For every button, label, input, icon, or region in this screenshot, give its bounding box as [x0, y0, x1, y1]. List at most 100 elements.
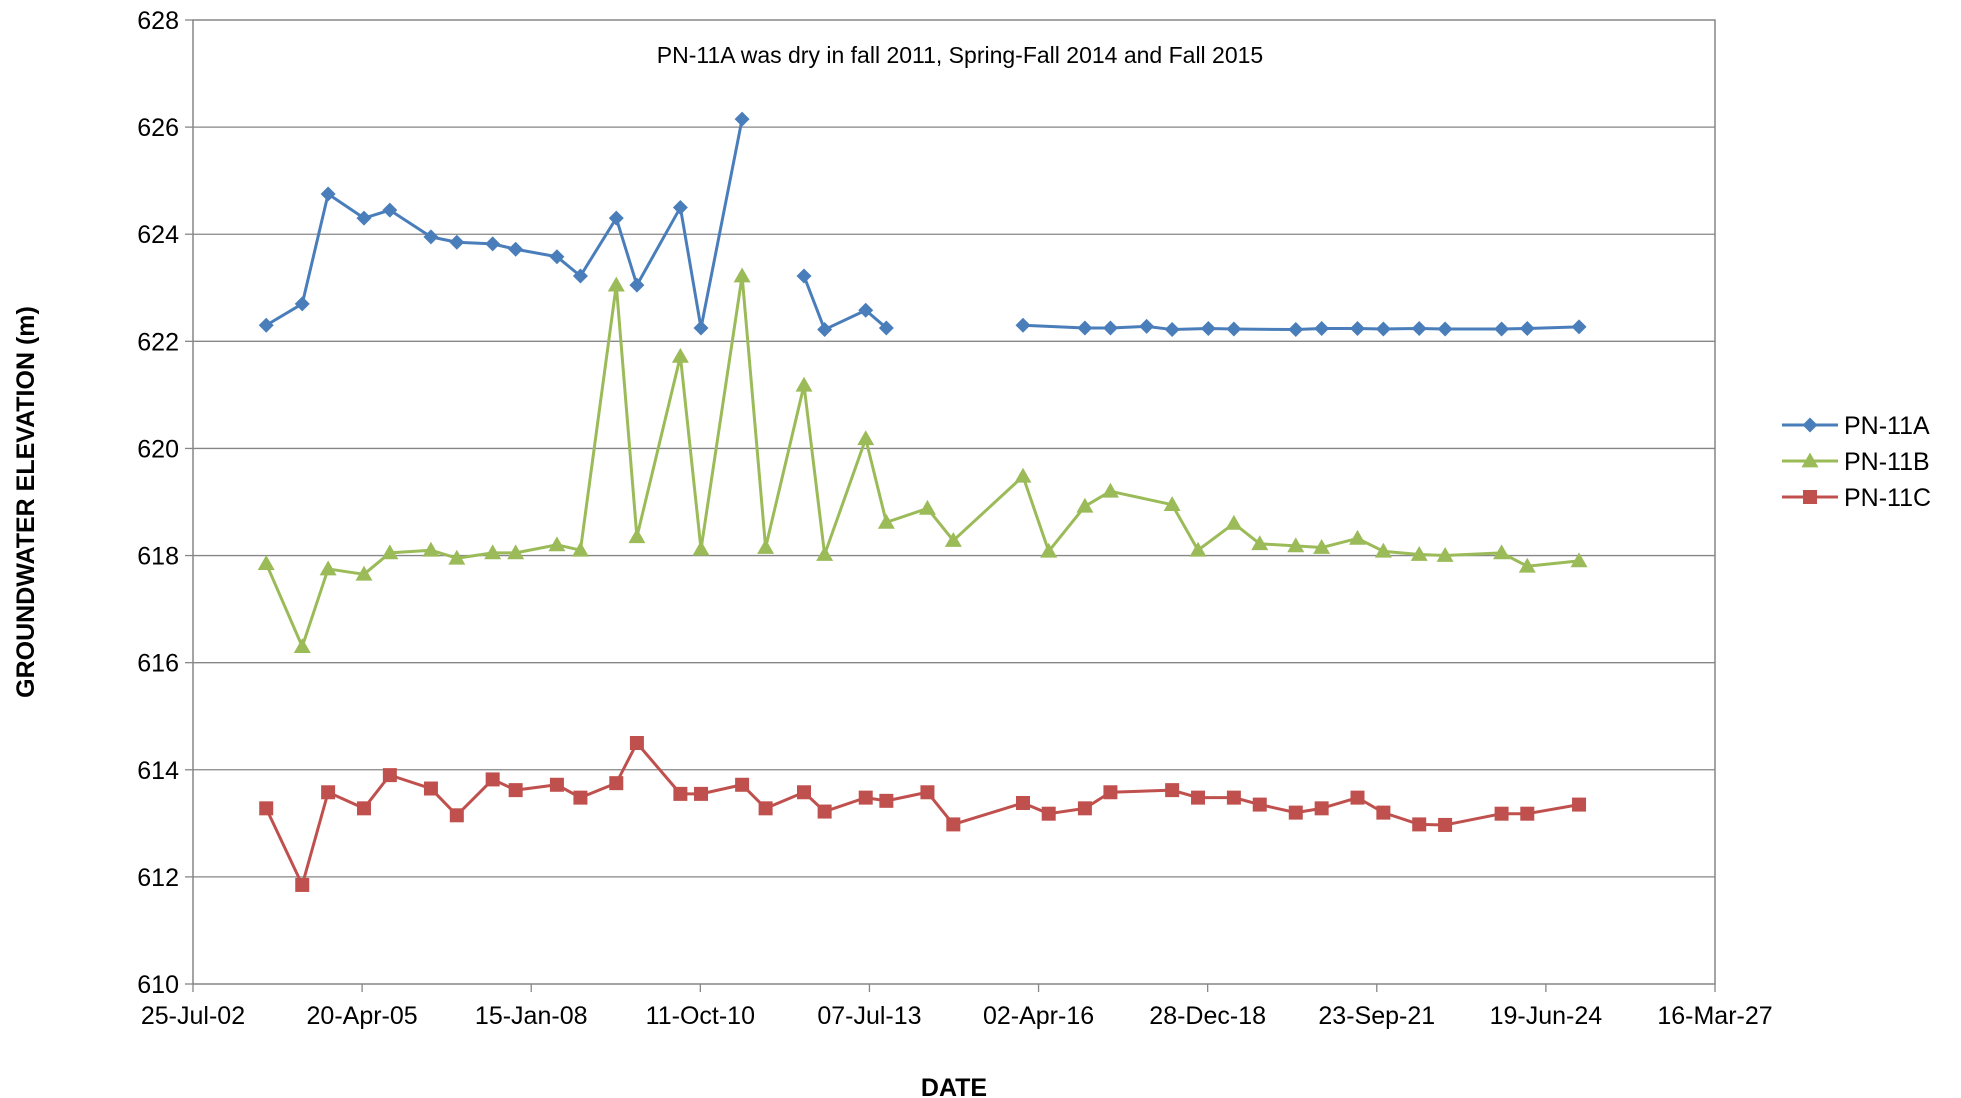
- data-point-pn-11a: [320, 186, 336, 202]
- data-point-pn-11c: [423, 781, 438, 796]
- data-point-pn-11c: [382, 768, 397, 783]
- data-point-pn-11a: [878, 320, 894, 336]
- series-pn-11b: [257, 267, 1588, 653]
- data-point-pn-11c: [629, 736, 644, 750]
- data-point-pn-11b: [1410, 545, 1428, 561]
- y-tick-label: 620: [137, 435, 179, 463]
- data-point-pn-11a: [1077, 320, 1093, 336]
- data-point-pn-11b: [1101, 482, 1119, 498]
- data-point-pn-11b: [1348, 529, 1366, 545]
- chart-annotation: PN-11A was dry in fall 2011, Spring-Fall…: [657, 42, 1263, 68]
- x-tick-label: 23-Sep-21: [1318, 1002, 1435, 1030]
- data-point-pn-11b: [1076, 497, 1094, 513]
- data-point-pn-11c: [1165, 783, 1180, 798]
- series-layer: [257, 111, 1588, 892]
- data-point-pn-11c: [1015, 795, 1030, 810]
- y-tick-label: 616: [137, 650, 179, 678]
- series-pn-11c: [259, 736, 1587, 892]
- data-point-pn-11c: [295, 877, 310, 892]
- data-point-pn-11b: [918, 499, 936, 515]
- data-point-pn-11a: [258, 317, 274, 333]
- x-tick-label: 25-Jul-02: [141, 1002, 245, 1030]
- data-point-pn-11b: [1163, 496, 1181, 512]
- data-point-pn-11b: [1493, 544, 1511, 560]
- data-point-pn-11a: [356, 210, 372, 226]
- data-point-pn-11a: [693, 320, 709, 336]
- data-point-pn-11c: [1494, 806, 1509, 821]
- data-point-pn-11b: [607, 276, 625, 292]
- legend-label: PN-11B: [1844, 448, 1930, 476]
- data-point-pn-11a: [1571, 319, 1587, 335]
- data-point-pn-11b: [816, 545, 834, 561]
- gridlines: [185, 19, 1715, 985]
- data-point-pn-11a: [294, 296, 310, 312]
- x-axis-title: DATE: [921, 1074, 987, 1098]
- data-point-pn-11c: [920, 785, 935, 800]
- series-pn-11a: [258, 111, 1587, 338]
- x-tick-label: 15-Jan-08: [475, 1002, 588, 1030]
- data-point-pn-11c: [549, 777, 564, 792]
- data-point-pn-11b: [692, 540, 710, 556]
- data-point-pn-11a: [1288, 322, 1304, 338]
- data-point-pn-11c: [1520, 806, 1535, 821]
- data-point-pn-11a: [1226, 321, 1242, 337]
- data-point-pn-11a: [796, 268, 812, 284]
- data-point-pn-11a: [549, 249, 565, 265]
- data-point-pn-11b: [422, 541, 440, 557]
- data-point-pn-11b: [1313, 539, 1331, 554]
- y-tick-label: 618: [137, 543, 179, 571]
- data-point-pn-11a: [1015, 317, 1031, 333]
- data-point-pn-11b: [571, 541, 589, 557]
- data-point-pn-11c: [1077, 801, 1092, 816]
- data-point-pn-11a: [1139, 318, 1155, 334]
- data-point-pn-11b: [507, 544, 525, 560]
- data-point-pn-11c: [758, 801, 773, 816]
- data-point-pn-11a: [485, 236, 501, 252]
- series-line: [802, 275, 888, 332]
- data-point-pn-11c: [817, 804, 832, 819]
- series-line: [265, 118, 744, 330]
- x-tick-label: 11-Oct-10: [646, 1002, 755, 1030]
- data-point-pn-11b: [1040, 542, 1058, 558]
- legend-marker: [1803, 490, 1817, 504]
- data-point-pn-11c: [1288, 805, 1303, 820]
- data-point-pn-11c: [673, 786, 688, 801]
- data-point-pn-11c: [1572, 797, 1587, 812]
- y-tick-labels: 610 612 614 616 618 620 622 624 626 628: [137, 7, 179, 999]
- series-line: [264, 274, 1580, 649]
- data-point-pn-11a: [1314, 320, 1330, 336]
- data-point-pn-11c: [1376, 805, 1391, 820]
- data-point-pn-11a: [608, 210, 624, 226]
- data-point-pn-11c: [449, 808, 464, 823]
- data-point-pn-11b: [733, 267, 751, 283]
- data-point-pn-11a: [423, 229, 439, 245]
- data-point-pn-11b: [1287, 537, 1305, 553]
- data-point-pn-11c: [694, 786, 709, 801]
- data-point-pn-11b: [381, 544, 399, 560]
- data-point-pn-11c: [796, 785, 811, 800]
- data-point-pn-11b: [671, 347, 689, 363]
- data-point-pn-11b: [1436, 547, 1454, 562]
- data-point-pn-11c: [1350, 790, 1365, 805]
- series-line: [264, 741, 1580, 887]
- data-point-pn-11b: [548, 536, 566, 552]
- legend: PN-11A PN-11B PN-11C: [1782, 412, 1931, 512]
- data-point-pn-11c: [508, 783, 523, 798]
- data-point-pn-11a: [629, 277, 645, 293]
- data-point-pn-11a: [449, 234, 465, 250]
- data-point-pn-11a: [1437, 321, 1453, 337]
- data-point-pn-11b: [1189, 541, 1207, 557]
- data-point-pn-11a: [508, 241, 524, 257]
- legend-marker: [1802, 417, 1818, 433]
- data-point-pn-11c: [1314, 801, 1329, 816]
- data-point-pn-11a: [1375, 321, 1391, 337]
- y-tick-label: 626: [137, 114, 179, 142]
- data-point-pn-11a: [382, 202, 398, 218]
- data-point-pn-11c: [879, 793, 894, 808]
- data-point-pn-11a: [1411, 320, 1427, 336]
- data-point-pn-11b: [1518, 557, 1536, 573]
- data-point-pn-11c: [1412, 817, 1427, 832]
- legend-label: PN-11A: [1844, 412, 1930, 440]
- data-point-pn-11b: [319, 560, 337, 576]
